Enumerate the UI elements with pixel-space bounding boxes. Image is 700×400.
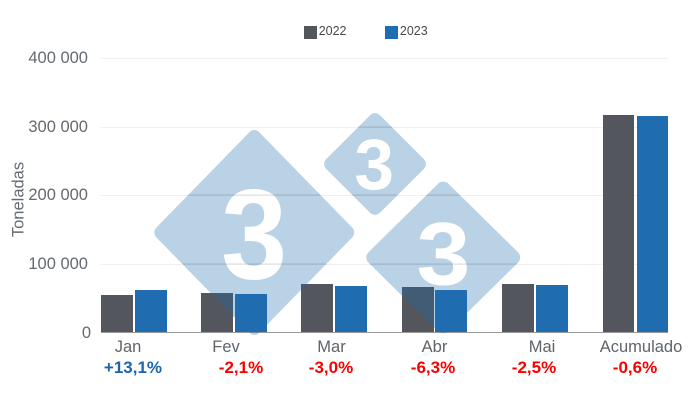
svg-text:3: 3 bbox=[416, 204, 470, 303]
svg-text:3: 3 bbox=[221, 163, 287, 306]
svg-text:3: 3 bbox=[354, 125, 394, 205]
